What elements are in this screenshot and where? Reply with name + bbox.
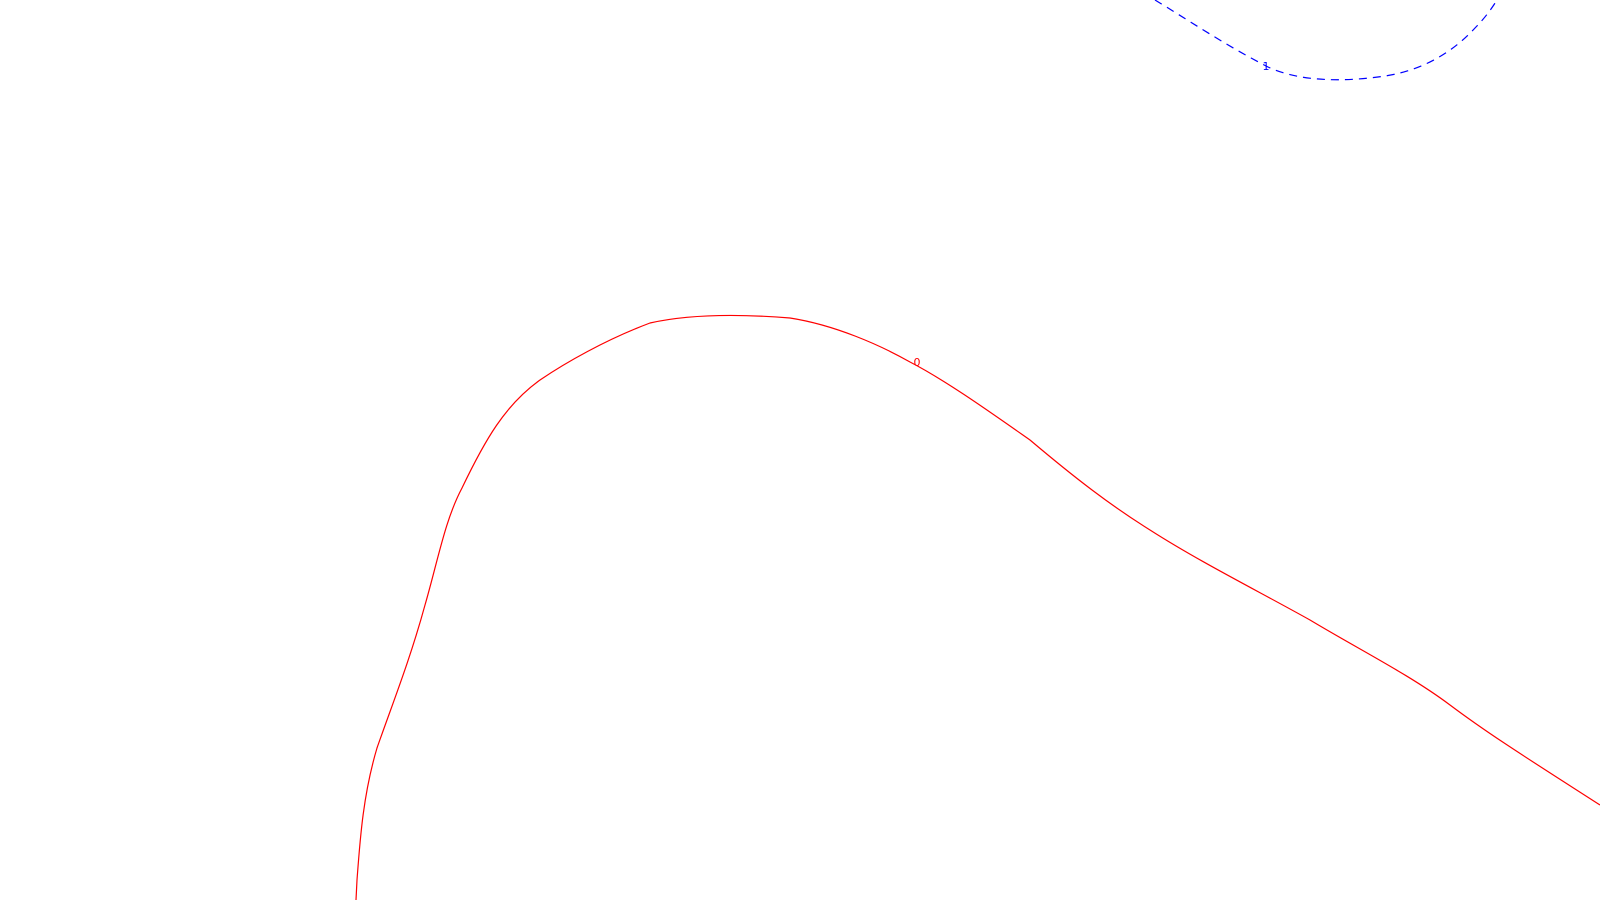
contour-line-0	[355, 314, 1600, 900]
contour-label-1: 1	[1263, 60, 1270, 73]
contour-label-0: 0	[914, 356, 921, 369]
contour-line-1	[1154, 0, 1498, 81]
